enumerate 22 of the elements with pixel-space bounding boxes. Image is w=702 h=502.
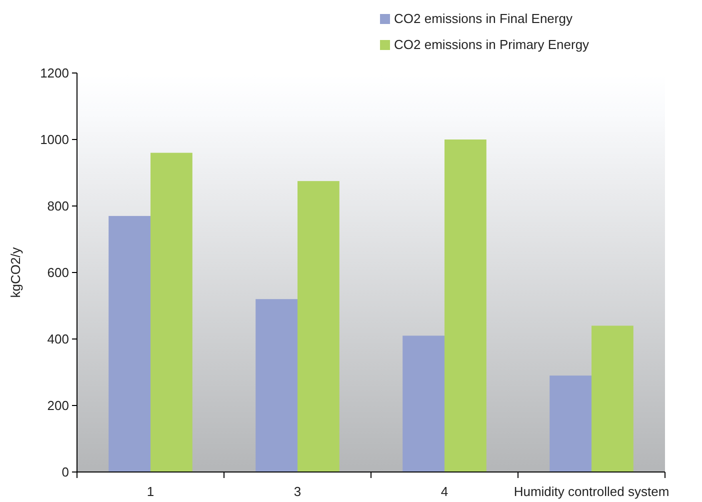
legend-label: CO2 emissions in Final Energy: [394, 11, 573, 26]
y-tick-label: 0: [62, 464, 69, 480]
bar: [550, 376, 592, 472]
x-tick-label: 3: [294, 484, 302, 499]
y-tick-label: 400: [47, 332, 69, 347]
y-tick-label: 600: [47, 265, 69, 280]
legend-label: CO2 emissions in Primary Energy: [394, 37, 590, 52]
x-tick-label: 1: [146, 484, 154, 499]
y-tick-label: 800: [47, 198, 69, 214]
bar: [108, 216, 150, 472]
bar: [402, 336, 444, 472]
y-axis-title: kgCO2/y: [8, 246, 23, 298]
y-tick-label: 1000: [40, 132, 69, 148]
bar: [592, 326, 634, 472]
bar: [150, 152, 192, 472]
bar: [444, 140, 486, 472]
bar: [256, 299, 298, 472]
x-tick-label: 4: [440, 484, 448, 499]
x-tick-label: Humidity controlled system: [514, 484, 670, 499]
y-tick-label: 1200: [40, 66, 69, 81]
bar: [298, 181, 340, 472]
y-tick-label: 200: [47, 398, 69, 414]
